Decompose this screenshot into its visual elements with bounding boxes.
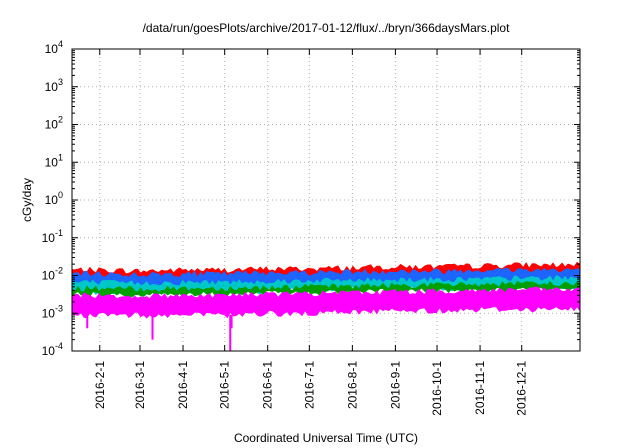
y-tick-base: 10 xyxy=(45,42,59,56)
y-tick-label: 10-4 xyxy=(42,341,63,358)
y-tick-label: 10-3 xyxy=(42,303,63,320)
y-tick-label: 104 xyxy=(45,39,63,56)
x-tick-label: 2016-8-1 xyxy=(345,361,359,409)
x-tick-label: 2016-9-1 xyxy=(388,361,402,409)
y-tick-exponent: 1 xyxy=(58,152,63,162)
x-tick-label: 2016-12-1 xyxy=(515,361,529,416)
y-tick-exponent: 0 xyxy=(58,190,63,200)
y-tick-exponent: -1 xyxy=(55,228,63,238)
ticks xyxy=(72,48,580,352)
y-tick-base: 10 xyxy=(42,306,56,320)
x-tick-label: 2016-3-1 xyxy=(133,361,147,409)
y-tick-label: 102 xyxy=(45,115,63,132)
y-tick-base: 10 xyxy=(42,344,56,358)
y-tick-base: 10 xyxy=(45,193,59,207)
y-tick-exponent: 3 xyxy=(58,77,63,87)
y-tick-exponent: -2 xyxy=(55,266,63,276)
y-tick-base: 10 xyxy=(45,118,59,132)
y-tick-exponent: -3 xyxy=(55,303,63,313)
x-tick-label: 2016-2-1 xyxy=(93,361,107,409)
x-axis-label: Coordinated Universal Time (UTC) xyxy=(234,431,418,445)
y-tick-label: 10-2 xyxy=(42,266,63,283)
chart-title: /data/run/goesPlots/archive/2017-01-12/f… xyxy=(143,21,511,35)
y-tick-base: 10 xyxy=(42,269,56,283)
x-tick-label: 2016-11-1 xyxy=(473,361,487,415)
x-tick-label: 2016-5-1 xyxy=(218,361,232,409)
y-tick-base: 10 xyxy=(42,231,56,245)
y-tick-exponent: 2 xyxy=(58,115,63,125)
spike-layer xyxy=(86,314,233,351)
x-tick-label: 2016-6-1 xyxy=(261,361,275,409)
x-tick-labels: 2016-2-1 2016-3-1 2016-4-1 2016-5-1 2016-6-1… xyxy=(93,361,529,416)
y-tick-exponent: 4 xyxy=(58,39,63,49)
series-layer xyxy=(71,261,581,319)
y-tick-label: 101 xyxy=(45,152,63,169)
y-tick-label: 103 xyxy=(45,77,63,94)
x-tick-label: 2016-4-1 xyxy=(176,361,190,409)
y-tick-base: 10 xyxy=(45,155,59,169)
y-tick-base: 10 xyxy=(45,80,59,94)
y-axis-label: cGy/day xyxy=(20,178,34,222)
y-tick-label: 10-1 xyxy=(42,228,63,245)
x-tick-label: 2016-7-1 xyxy=(302,361,316,409)
x-tick-label: 2016-10-1 xyxy=(430,361,444,416)
y-tick-exponent: -4 xyxy=(55,341,63,351)
y-tick-label: 100 xyxy=(45,190,63,207)
